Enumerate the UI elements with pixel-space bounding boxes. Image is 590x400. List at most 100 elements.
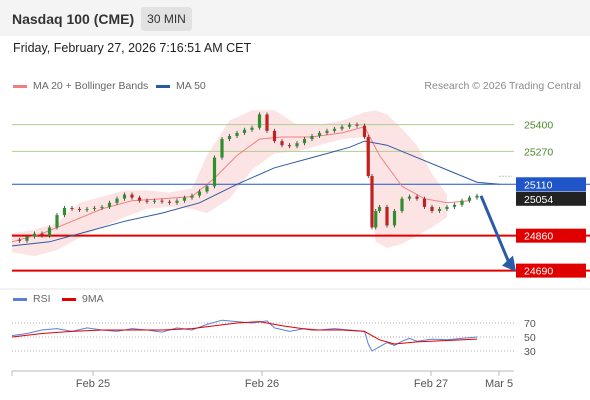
legend-label: RSI	[33, 293, 51, 305]
x-tick-label: Feb 27	[414, 378, 448, 390]
candle-body	[62, 207, 67, 216]
candle-body	[430, 206, 434, 211]
ma50-line	[11, 140, 500, 247]
level-label-25110: 25110	[524, 179, 553, 191]
candle-body	[175, 200, 179, 203]
level-tag-24690	[516, 263, 586, 278]
candle-body	[332, 128, 337, 131]
candle-body	[190, 195, 194, 198]
legend-label: MA 50	[176, 80, 206, 92]
candle-body	[145, 200, 149, 202]
candle-body	[317, 132, 322, 136]
timeframe-badge[interactable]: 30 MIN	[141, 7, 192, 31]
candle-body	[85, 208, 89, 210]
candle-body	[25, 236, 29, 241]
candle-body	[17, 239, 22, 241]
candle-body	[100, 206, 104, 208]
candle-body	[302, 139, 307, 144]
candle-body	[366, 137, 370, 177]
rsi-level-label-30: 30	[524, 346, 536, 358]
candle-body	[445, 206, 449, 209]
candle-body	[122, 194, 127, 199]
level-tag-25110	[516, 177, 586, 192]
rsi-ma-line	[11, 321, 478, 345]
legend-ma20-bb: MA 20 + Bollinger Bands	[13, 80, 148, 92]
rsi-line	[11, 319, 478, 352]
legend-ma50: MA 50	[156, 80, 206, 92]
chart-title: Nasdaq 100 (CME)	[12, 11, 135, 27]
x-tick-label: Feb 26	[245, 378, 279, 390]
legend-rsi: RSI	[13, 293, 51, 305]
rsi-level-label-50: 50	[524, 332, 536, 344]
chart-header: Nasdaq 100 (CME) 30 MIN	[0, 0, 590, 36]
candle-body	[137, 197, 142, 201]
candle-body	[272, 130, 277, 142]
level-tag-24860	[516, 228, 586, 243]
legend-swatch	[13, 84, 27, 88]
candle-body	[160, 200, 164, 202]
forecast-arrow-line	[479, 195, 513, 269]
candle-body	[452, 204, 457, 207]
candle-body	[407, 196, 412, 199]
candle-body	[310, 135, 314, 140]
candle-body	[325, 130, 329, 133]
candle-body	[92, 207, 97, 209]
level-label-24860: 24860	[524, 231, 553, 243]
candle-body	[55, 215, 59, 228]
candle-body	[167, 201, 172, 203]
candle-body	[257, 114, 262, 128]
candle-body	[295, 143, 299, 147]
candle-body	[77, 208, 82, 210]
legend-label: 9MA	[82, 293, 104, 305]
rsi-level-label-70: 70	[524, 318, 536, 330]
candle-body	[347, 124, 352, 127]
candle-body	[250, 127, 254, 130]
legend-swatch	[13, 297, 27, 301]
candle-body	[467, 197, 472, 201]
candle-body	[280, 141, 284, 146]
level-label-25400: 25400	[524, 120, 553, 132]
candle-body	[205, 186, 209, 192]
x-tick-label: Mar 5	[485, 378, 513, 390]
candle-body	[47, 227, 52, 236]
candle-body	[437, 208, 442, 211]
forecast-arrow-head	[502, 255, 516, 272]
candle-body	[422, 198, 427, 207]
candle-body	[227, 135, 232, 140]
candle-body	[362, 125, 367, 137]
candle-body	[220, 139, 224, 158]
candle-body	[40, 233, 44, 236]
candle-body	[287, 145, 292, 147]
candle-body	[130, 194, 134, 198]
legend-9ma: 9MA	[62, 293, 104, 305]
bollinger-band-area	[12, 110, 447, 257]
legend-label: MA 20 + Bollinger Bands	[33, 80, 149, 92]
candle-body	[377, 206, 382, 211]
candle-body	[197, 191, 202, 196]
candle-body	[415, 196, 419, 199]
level-label-24690: 24690	[524, 266, 553, 278]
copyright-text: Research © 2026 Trading Central	[424, 80, 581, 92]
candle-body	[460, 200, 464, 205]
candle-body	[235, 132, 239, 136]
level-label-25270: 25270	[524, 146, 553, 158]
candle-body	[355, 124, 359, 126]
candle-body	[32, 233, 37, 237]
current-price-label: 25054	[524, 194, 553, 206]
candle-body	[392, 211, 397, 226]
candle-body	[385, 206, 389, 226]
candle-body	[340, 126, 344, 129]
candle-body	[182, 197, 187, 201]
candle-body	[107, 202, 112, 207]
legend-swatch	[156, 84, 170, 88]
candle-body	[242, 129, 247, 133]
candle-body	[152, 200, 157, 202]
candle-body	[212, 157, 217, 187]
candle-body	[115, 198, 119, 203]
candle-body	[374, 211, 378, 228]
candle-body	[475, 195, 479, 198]
candle-body	[70, 207, 74, 209]
candle-body	[265, 114, 269, 131]
x-tick-label: Feb 25	[76, 378, 110, 390]
